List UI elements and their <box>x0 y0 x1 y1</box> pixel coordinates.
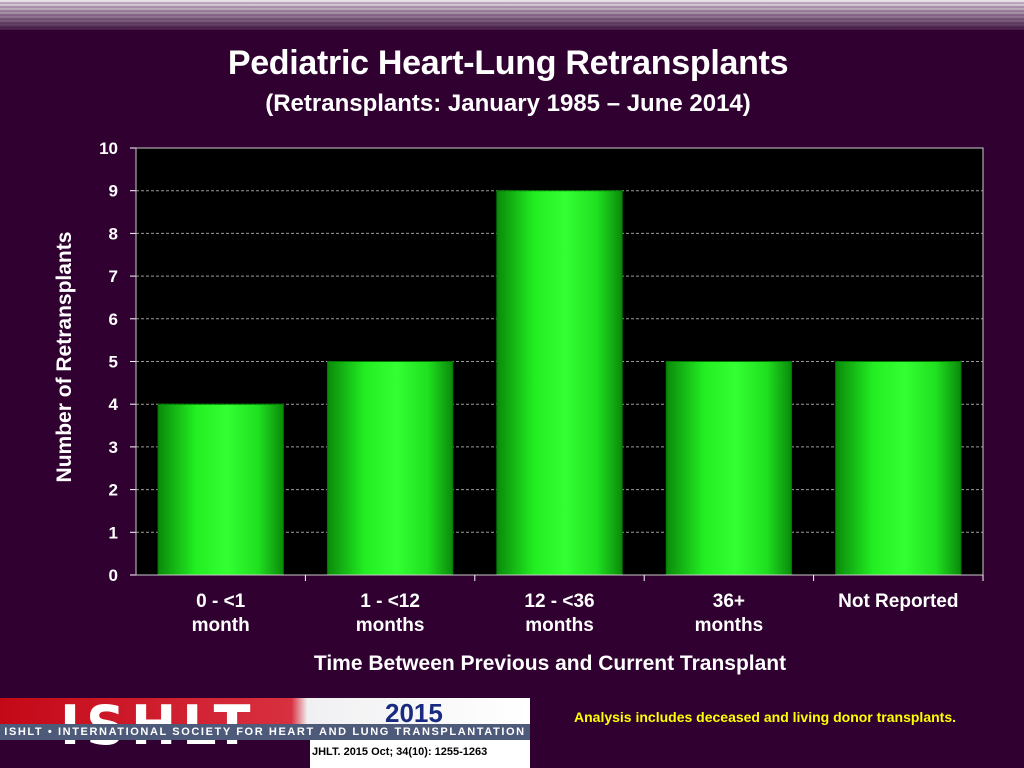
logo-year: 2015 <box>385 698 443 728</box>
x-tick-label-line: 0 - <1 <box>196 591 246 612</box>
x-tick-label-line: months <box>525 615 594 636</box>
y-tick-label: 9 <box>109 182 118 201</box>
bar <box>496 190 623 576</box>
chart-title: Pediatric Heart-Lung Retransplants <box>227 44 789 82</box>
x-tick-label: 12 - <36 months <box>485 590 635 638</box>
bar <box>665 361 793 576</box>
x-tick-label: Not Reported <box>823 590 973 614</box>
y-tick-label: 8 <box>109 224 118 243</box>
x-tick-label-line: 12 - <36 <box>524 591 595 612</box>
y-tick-label: 5 <box>109 353 118 372</box>
chart-subtitle: (Retransplants: January 1985 – June 2014… <box>265 90 751 117</box>
x-tick-label-line: months <box>694 615 764 636</box>
y-tick-label: 6 <box>109 310 118 329</box>
y-tick-label: 4 <box>109 395 119 414</box>
logo-band-text: ISHLT • INTERNATIONAL SOCIETY FOR HEART … <box>0 724 530 740</box>
y-axis-label: Number of Retransplants <box>53 231 76 483</box>
bar <box>157 403 284 576</box>
y-tick-label: 7 <box>109 267 118 286</box>
x-tick-label: 0 - <1 month <box>146 590 296 638</box>
bar <box>326 361 454 576</box>
y-tick-label: 3 <box>109 438 118 457</box>
y-tick-label: 1 <box>109 523 118 542</box>
x-tick-label: 36+ months <box>654 590 804 638</box>
x-tick-label-line: months <box>355 615 425 636</box>
x-tick-label: 1 - <12 months <box>315 590 465 638</box>
decorative-top-fade <box>0 0 1024 34</box>
citation-box <box>310 740 530 768</box>
x-tick-label-line: 36+ <box>712 591 745 612</box>
x-tick-label-line: 1 - <12 <box>360 591 420 612</box>
bar <box>835 361 962 576</box>
plot-border <box>135 147 984 576</box>
x-tick-label-line: month <box>191 615 250 636</box>
analysis-note: Analysis includes deceased and living do… <box>574 709 956 725</box>
x-tick-label-line: Not Reported <box>838 591 959 612</box>
y-tick-label: 2 <box>109 481 118 500</box>
y-tick-label: 10 <box>99 139 118 158</box>
citation-text: JHLT. 2015 Oct; 34(10): 1255-1263 <box>312 746 488 758</box>
x-axis-label: Time Between Previous and Current Transp… <box>313 652 787 675</box>
y-tick-label: 0 <box>109 566 118 585</box>
ishlt-logo: ISHLT 2015 ISHLT • INTERNATIONAL SOCIETY… <box>0 696 530 768</box>
